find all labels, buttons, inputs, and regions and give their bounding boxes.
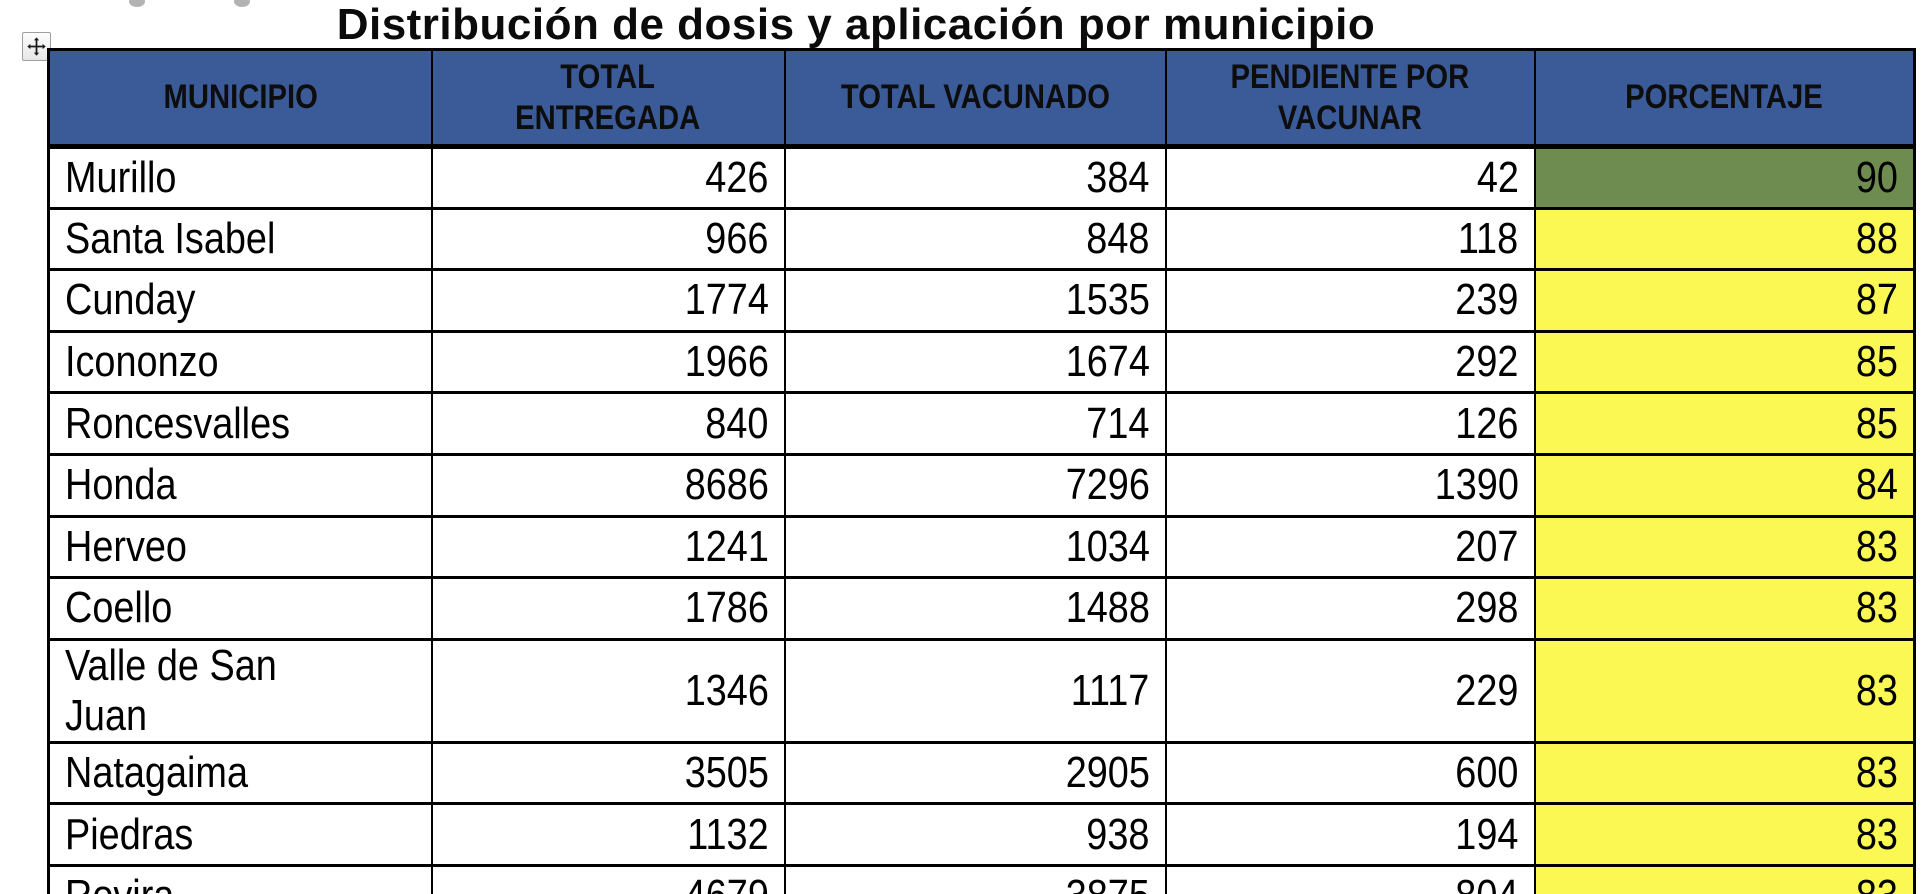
cropped-text-artifact bbox=[234, 0, 250, 7]
col-header-total-entregada[interactable]: TOTAL ENTREGADA bbox=[430, 48, 786, 149]
table-row: Honda 8686 7296 1390 84 bbox=[47, 452, 1916, 518]
cell-municipio[interactable]: Coello bbox=[47, 576, 433, 641]
cell-pendiente[interactable]: 42 bbox=[1164, 145, 1536, 210]
table-move-handle[interactable] bbox=[22, 32, 51, 61]
cell-porcentaje[interactable]: 85 bbox=[1533, 391, 1916, 456]
cell-municipio[interactable]: Honda bbox=[47, 452, 433, 518]
cell-total-entregada[interactable]: 840 bbox=[430, 391, 786, 456]
cell-total-vacunado[interactable]: 848 bbox=[783, 206, 1167, 272]
cell-pendiente[interactable]: 298 bbox=[1164, 576, 1536, 641]
cell-pendiente[interactable]: 194 bbox=[1164, 802, 1536, 867]
cell-porcentaje[interactable]: 84 bbox=[1533, 452, 1916, 518]
col-header-total-vacunado[interactable]: TOTAL VACUNADO bbox=[783, 48, 1167, 149]
cell-municipio[interactable]: Cunday bbox=[47, 268, 433, 333]
cell-porcentaje[interactable]: 83 bbox=[1533, 863, 1916, 894]
cell-porcentaje[interactable]: 87 bbox=[1533, 268, 1916, 333]
cell-total-entregada[interactable]: 1774 bbox=[430, 268, 786, 333]
table-row: Piedras 1132 938 194 83 bbox=[47, 802, 1916, 867]
table-row: Natagaima 3505 2905 600 83 bbox=[47, 740, 1916, 806]
cell-porcentaje[interactable]: 83 bbox=[1533, 514, 1916, 580]
cell-total-entregada[interactable]: 8686 bbox=[430, 452, 786, 518]
cell-total-vacunado[interactable]: 384 bbox=[783, 145, 1167, 210]
table-row: Murillo 426 384 42 90 bbox=[47, 145, 1916, 210]
cell-municipio[interactable]: Roncesvalles bbox=[47, 391, 433, 456]
cell-total-vacunado[interactable]: 3875 bbox=[783, 863, 1167, 894]
page-title[interactable]: Distribución de dosis y aplicación por m… bbox=[336, 0, 1376, 49]
table-row: Santa Isabel 966 848 118 88 bbox=[47, 206, 1916, 272]
cell-total-entregada[interactable]: 1241 bbox=[430, 514, 786, 580]
table-row: Herveo 1241 1034 207 83 bbox=[47, 514, 1916, 580]
cell-pendiente[interactable]: 1390 bbox=[1164, 452, 1536, 518]
cell-pendiente[interactable]: 292 bbox=[1164, 329, 1536, 395]
cell-total-entregada[interactable]: 1966 bbox=[430, 329, 786, 395]
table-row: Valle de San Juan 1346 1117 229 83 bbox=[47, 637, 1916, 744]
cropped-text-artifact bbox=[129, 0, 145, 7]
table-row: Coello 1786 1488 298 83 bbox=[47, 576, 1916, 641]
cell-municipio[interactable]: Icononzo bbox=[47, 329, 433, 395]
cell-pendiente[interactable]: 126 bbox=[1164, 391, 1536, 456]
move-icon bbox=[26, 36, 47, 57]
cell-porcentaje[interactable]: 83 bbox=[1533, 740, 1916, 806]
cell-municipio[interactable]: Piedras bbox=[47, 802, 433, 867]
cell-total-vacunado[interactable]: 7296 bbox=[783, 452, 1167, 518]
cell-pendiente[interactable]: 207 bbox=[1164, 514, 1536, 580]
municipality-vaccination-table: MUNICIPIO TOTAL ENTREGADA TOTAL VACUNADO… bbox=[47, 48, 1916, 894]
cell-pendiente[interactable]: 229 bbox=[1164, 637, 1536, 744]
cell-total-vacunado[interactable]: 714 bbox=[783, 391, 1167, 456]
cell-total-entregada[interactable]: 1132 bbox=[430, 802, 786, 867]
cell-municipio[interactable]: Rovira bbox=[47, 863, 433, 894]
table-row: Roncesvalles 840 714 126 85 bbox=[47, 391, 1916, 456]
cell-total-vacunado[interactable]: 2905 bbox=[783, 740, 1167, 806]
cell-pendiente[interactable]: 239 bbox=[1164, 268, 1536, 333]
col-header-pendiente-por-vacunar[interactable]: PENDIENTE POR VACUNAR bbox=[1164, 48, 1536, 149]
cell-porcentaje[interactable]: 90 bbox=[1533, 145, 1916, 210]
table-row: Cunday 1774 1535 239 87 bbox=[47, 268, 1916, 333]
cell-total-vacunado[interactable]: 1034 bbox=[783, 514, 1167, 580]
cell-municipio[interactable]: Natagaima bbox=[47, 740, 433, 806]
col-header-municipio[interactable]: MUNICIPIO bbox=[47, 48, 433, 149]
cell-porcentaje[interactable]: 83 bbox=[1533, 637, 1916, 744]
cell-municipio[interactable]: Herveo bbox=[47, 514, 433, 580]
cell-municipio[interactable]: Valle de San Juan bbox=[47, 637, 433, 744]
cell-total-vacunado[interactable]: 1117 bbox=[783, 637, 1167, 744]
cell-pendiente[interactable]: 118 bbox=[1164, 206, 1536, 272]
cell-pendiente[interactable]: 600 bbox=[1164, 740, 1536, 806]
cell-total-vacunado[interactable]: 1535 bbox=[783, 268, 1167, 333]
cell-porcentaje[interactable]: 88 bbox=[1533, 206, 1916, 272]
cell-total-entregada[interactable]: 1786 bbox=[430, 576, 786, 641]
cell-porcentaje[interactable]: 85 bbox=[1533, 329, 1916, 395]
cell-total-entregada[interactable]: 426 bbox=[430, 145, 786, 210]
table-row: Rovira 4679 3875 804 83 bbox=[47, 863, 1916, 894]
cell-total-entregada[interactable]: 1346 bbox=[430, 637, 786, 744]
cell-total-entregada[interactable]: 3505 bbox=[430, 740, 786, 806]
cell-pendiente[interactable]: 804 bbox=[1164, 863, 1536, 894]
cell-porcentaje[interactable]: 83 bbox=[1533, 576, 1916, 641]
cell-total-vacunado[interactable]: 1674 bbox=[783, 329, 1167, 395]
col-header-porcentaje[interactable]: PORCENTAJE bbox=[1533, 48, 1916, 149]
header-row: MUNICIPIO TOTAL ENTREGADA TOTAL VACUNADO… bbox=[47, 48, 1916, 149]
cell-municipio[interactable]: Santa Isabel bbox=[47, 206, 433, 272]
cell-porcentaje[interactable]: 83 bbox=[1533, 802, 1916, 867]
cell-total-entregada[interactable]: 966 bbox=[430, 206, 786, 272]
cell-total-vacunado[interactable]: 938 bbox=[783, 802, 1167, 867]
cell-total-vacunado[interactable]: 1488 bbox=[783, 576, 1167, 641]
cell-total-entregada[interactable]: 4679 bbox=[430, 863, 786, 894]
cell-municipio[interactable]: Murillo bbox=[47, 145, 433, 210]
table-row: Icononzo 1966 1674 292 85 bbox=[47, 329, 1916, 395]
